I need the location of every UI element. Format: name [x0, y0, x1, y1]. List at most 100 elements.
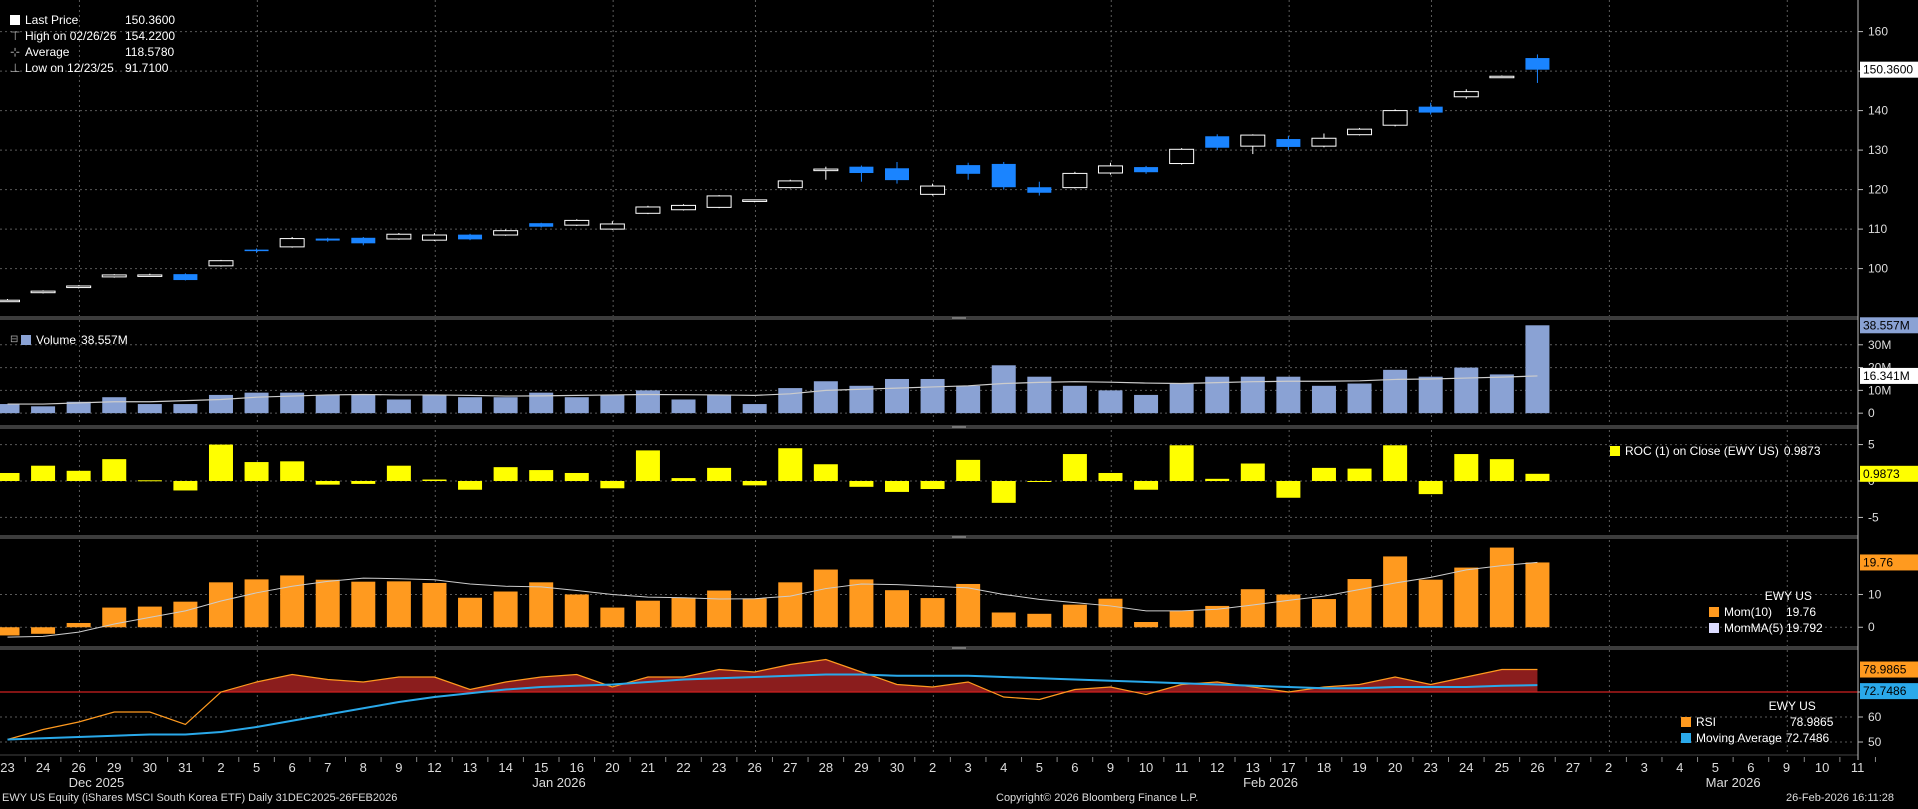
candle-body-down: [1525, 58, 1550, 70]
roc-bar: [1205, 478, 1230, 481]
roc-bar: [1418, 481, 1443, 495]
x-tick-label: 19: [1352, 760, 1366, 775]
rsi-ma-tag: 72.7486: [1863, 684, 1907, 698]
candle: [1097, 162, 1123, 175]
candle-body-down: [849, 166, 874, 174]
rsi-value: 78.9865: [1790, 715, 1834, 729]
panel-resize-handle: [952, 426, 966, 428]
candle: [1525, 54, 1550, 83]
rsi-legend-title: EWY US: [1768, 699, 1816, 713]
candle-body-up: [421, 234, 447, 241]
volume-bar: [1134, 394, 1159, 414]
roc-bar: [1525, 473, 1550, 481]
x-tick-label: 3: [1641, 760, 1648, 775]
volume-bar: [778, 388, 803, 414]
volume-bar: [1062, 385, 1087, 414]
price-tick-label: 130: [1868, 143, 1888, 157]
x-tick-label: 26: [747, 760, 761, 775]
candle-body-down: [991, 163, 1016, 188]
candle: [849, 165, 874, 182]
candle-body-down: [529, 223, 554, 227]
volume-bar: [386, 399, 411, 414]
axes: 100110120130140150160010M20M30M-50501050…: [0, 0, 1918, 790]
roc-bar: [1062, 454, 1087, 481]
roc-bar: [173, 481, 198, 491]
candle: [1027, 181, 1052, 196]
momentum-bar: [31, 627, 56, 634]
momentum-bar: [1098, 598, 1123, 628]
rsi-tick-label: 60: [1868, 710, 1882, 724]
candle-body-up: [386, 233, 412, 240]
x-tick-label: 9: [395, 760, 402, 775]
roc-bar: [707, 467, 732, 481]
volume-bar: [600, 394, 625, 414]
roc-bar: [422, 479, 447, 481]
panel-resize-handle: [952, 647, 966, 649]
candle-body-down: [244, 249, 269, 252]
volume-bar: [813, 381, 838, 414]
candle: [493, 229, 519, 236]
roc-bar: [885, 481, 909, 492]
candle-body-up: [742, 199, 768, 202]
collapse-icon[interactable]: ⊟: [10, 334, 19, 345]
x-tick-label: 28: [819, 760, 833, 775]
x-tick-label: 13: [463, 760, 477, 775]
volume-value: 38.557M: [81, 333, 128, 347]
rsi-ma-value: 72.7486: [1785, 731, 1830, 745]
rsi-last-tag: 78.9865: [1863, 663, 1907, 677]
roc-bar: [458, 481, 483, 490]
volume-label: Volume: [36, 333, 77, 347]
candle: [635, 205, 661, 215]
roc-bar: [1169, 445, 1194, 481]
momentum-bar: [529, 582, 554, 628]
volume-bar: [315, 394, 340, 414]
candle-body-up: [279, 238, 305, 248]
x-tick-label: 3: [965, 760, 972, 775]
momentum-bar: [1454, 567, 1479, 628]
roc-bar: [351, 481, 376, 484]
month-label: Dec 2025: [69, 775, 125, 790]
candle-body-up: [1062, 172, 1088, 189]
volume-bar: [742, 404, 767, 414]
panel-separator: [0, 425, 1858, 429]
roc-last-tag-bg: [1860, 465, 1918, 482]
volume-bar: [1311, 385, 1336, 414]
legend-last-price: Last Price 150.3600: [10, 12, 175, 28]
footer-security-description: EWY US Equity (iShares MSCI South Korea …: [2, 792, 398, 804]
momentum-bar: [1169, 610, 1194, 628]
roc-bar: [849, 481, 874, 487]
mom-ma-value: 19.792: [1786, 621, 1823, 635]
roc-bar: [671, 478, 696, 481]
mom-ma-swatch: [1709, 623, 1719, 633]
footer-timestamp: 26-Feb-2026 16:11:28: [1786, 792, 1895, 804]
candle: [1311, 133, 1337, 148]
momentum-last-tag-bg: [1860, 554, 1918, 571]
tick-marker-icon: ⊤: [10, 29, 21, 43]
volume-bar: [1489, 374, 1514, 414]
roc-label: ROC (1) on Close (EWY US): [1625, 444, 1779, 458]
momentum-bar: [1062, 604, 1087, 628]
candle: [351, 237, 376, 246]
candle: [173, 273, 198, 281]
volume-bar: [635, 390, 660, 414]
roc-panel: [0, 444, 1550, 503]
roc-bar: [1098, 472, 1123, 481]
candle-body-up: [1489, 75, 1515, 79]
volume-ma-tag: 16.341M: [1863, 369, 1910, 383]
rsi-swatch: [1681, 717, 1691, 727]
x-tick-label: 22: [676, 760, 690, 775]
roc-bar: [564, 472, 589, 481]
momentum-bar: [564, 594, 589, 628]
momentum-bar: [1347, 579, 1372, 628]
volume-bar: [137, 404, 162, 414]
candle: [1418, 102, 1443, 115]
candle-body-down: [956, 165, 981, 174]
candle-body-up: [1169, 148, 1195, 165]
roc-bar: [600, 481, 625, 489]
x-tick-label: 7: [324, 760, 331, 775]
candle-body-down: [315, 238, 340, 241]
roc-bar: [386, 465, 411, 481]
price-tick-label: 110: [1868, 222, 1887, 236]
legend-high-value: 154.2200: [125, 29, 176, 43]
roc-value: 0.9873: [1783, 444, 1821, 458]
